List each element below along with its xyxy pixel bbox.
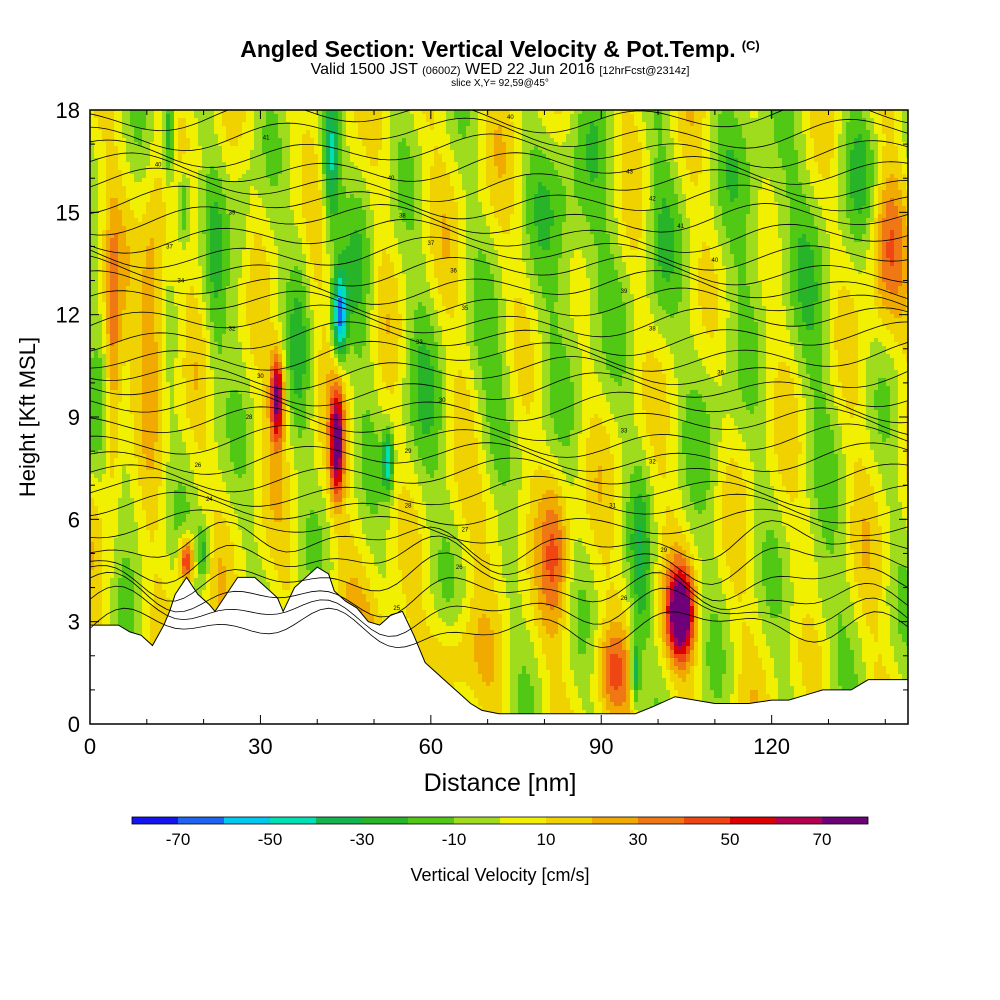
theta-label: 26 [621, 596, 628, 602]
theta-label: 30 [439, 398, 446, 404]
theta-label: 26 [456, 565, 463, 571]
colorbar-tick-label: 50 [721, 830, 740, 849]
theta-label: 34 [178, 279, 185, 285]
theta-label: 29 [660, 548, 667, 554]
theta-label: 39 [621, 289, 628, 295]
theta-label: 41 [263, 135, 270, 141]
colorbar-swatch [408, 817, 454, 824]
theta-label: 24 [206, 497, 213, 503]
colorbar-swatch [132, 817, 178, 824]
theta-label: 38 [649, 326, 656, 332]
colorbar-swatch [178, 817, 224, 824]
theta-label: 35 [462, 306, 469, 312]
theta-label: 40 [388, 176, 395, 182]
colorbar-swatch [822, 817, 868, 824]
y-tick-label: 3 [68, 610, 80, 635]
theta-label: 40 [507, 115, 514, 121]
colorbar-tick-label: -50 [258, 830, 283, 849]
theta-label: 39 [229, 210, 236, 216]
theta-label: 30 [257, 374, 264, 380]
colorbar-swatch [730, 817, 776, 824]
x-tick-label: 120 [753, 734, 790, 759]
colorbar-swatch [224, 817, 270, 824]
colorbar-tick-label: 30 [629, 830, 648, 849]
colorbar-tick-label: -30 [350, 830, 375, 849]
x-tick-label: 30 [248, 734, 272, 759]
colorbar: -70 -50 -30 -10 10 30 50 70 [132, 817, 868, 849]
x-tick-label: 90 [589, 734, 613, 759]
theta-label: 41 [677, 224, 684, 230]
theta-label: 32 [229, 326, 236, 332]
y-tick-label: 9 [68, 405, 80, 430]
theta-label: 32 [649, 459, 656, 465]
theta-label: 28 [405, 504, 412, 510]
colorbar-tick-label: 70 [813, 830, 832, 849]
colorbar-swatch [638, 817, 684, 824]
colorbar-tick-label: -10 [442, 830, 467, 849]
y-tick-label: 18 [56, 98, 80, 123]
theta-label: 43 [626, 169, 633, 175]
theta-label: 42 [649, 197, 656, 203]
y-axis-label: Height [Kft MSL] [15, 337, 40, 497]
theta-label: 31 [609, 504, 616, 510]
colorbar-swatch [776, 817, 822, 824]
colorbar-label: Vertical Velocity [cm/s] [410, 865, 589, 885]
x-tick-label: 60 [419, 734, 443, 759]
theta-label: 40 [712, 258, 719, 264]
colorbar-swatch [316, 817, 362, 824]
theta-label: 25 [393, 606, 400, 612]
colorbar-swatch [684, 817, 730, 824]
theta-label: 40 [155, 163, 162, 169]
theta-label: 33 [416, 340, 423, 346]
theta-label: 33 [621, 429, 628, 435]
y-tick-label: 6 [68, 507, 80, 532]
colorbar-swatch [592, 817, 638, 824]
theta-label: 37 [166, 244, 173, 250]
y-tick-label: 12 [56, 303, 80, 328]
colorbar-swatch [500, 817, 546, 824]
colorbar-swatch [546, 817, 592, 824]
theta-label: 29 [405, 449, 412, 455]
colorbar-tick-label: -70 [166, 830, 191, 849]
theta-label: 27 [462, 528, 469, 534]
colorbar-swatch [362, 817, 408, 824]
x-tick-label: 0 [84, 734, 96, 759]
theta-label: 26 [195, 463, 202, 469]
x-axis-label: Distance [nm] [424, 769, 577, 797]
theta-label: 28 [246, 415, 253, 421]
colorbar-tick-label: 10 [537, 830, 556, 849]
theta-label: 36 [450, 268, 457, 274]
y-tick-label: 15 [56, 200, 80, 225]
colorbar-swatch [270, 817, 316, 824]
theta-label: 36 [717, 371, 724, 377]
colorbar-swatch [454, 817, 500, 824]
theta-label: 37 [427, 241, 434, 247]
theta-label: 38 [399, 214, 406, 220]
y-tick-label: 0 [68, 712, 80, 737]
